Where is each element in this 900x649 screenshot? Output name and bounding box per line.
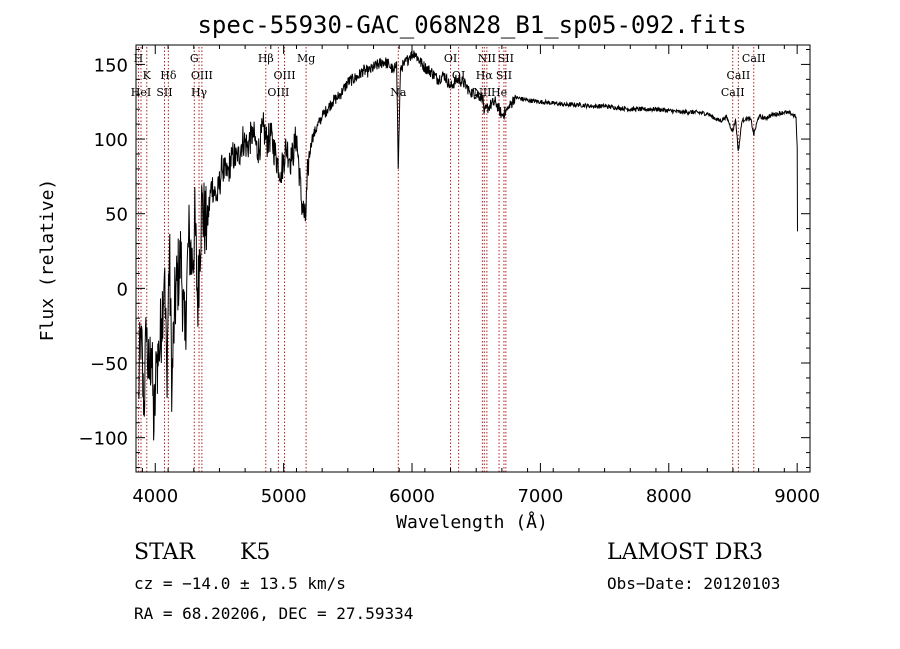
spectrum-line (138, 50, 798, 441)
plot-frame (135, 44, 811, 473)
observation-date: Obs−Date: 20120103 (607, 574, 780, 593)
spectral-line-label: Na (390, 86, 407, 99)
x-axis-label: Wavelength (Å) (396, 511, 548, 533)
coordinates: RA = 68.20206, DEC = 27.59334 (134, 604, 413, 623)
x-tick-label: 7000 (517, 486, 563, 507)
spectral-line-label: He (491, 86, 507, 99)
spectral-line-label: H (134, 52, 144, 65)
spectral-line-label: Hδ (160, 69, 177, 82)
x-tick-label: 9000 (774, 486, 820, 507)
spectral-line-label: Hβ (258, 52, 274, 65)
spectral-line-label: NII (478, 52, 496, 65)
redshift-velocity: cz = −14.0 ± 13.5 km/s (134, 574, 346, 593)
spectral-line-label: CaII (721, 86, 745, 99)
object-type: STAR (134, 540, 196, 565)
y-tick-label: −50 (90, 354, 128, 375)
spectral-line-label: HeI (131, 86, 151, 99)
spectral-line-label: Hα (476, 69, 494, 82)
y-axis: −100 −50 0 50 100 150 (79, 48, 810, 469)
y-tick-label: 0 (117, 279, 128, 300)
spectral-line-label: CaII (742, 52, 766, 65)
spectral-line-label: OIII (267, 86, 289, 99)
spectral-line-label: Mg (297, 52, 315, 65)
spectral-line-label: SII (156, 86, 172, 99)
x-tick-label: 8000 (646, 486, 692, 507)
spectral-line-label: CaII (727, 69, 751, 82)
survey-name: LAMOST DR3 (607, 540, 763, 565)
object-subclass: K5 (240, 540, 270, 565)
spectral-line-label: OIII (191, 69, 213, 82)
y-tick-label: 150 (94, 55, 128, 76)
x-tick-label: 4000 (132, 486, 178, 507)
spectral-line-label: SII (496, 69, 512, 82)
y-axis-label: Flux (relative) (37, 179, 58, 342)
y-tick-label: 50 (105, 205, 128, 226)
spectral-line-label: G (190, 52, 199, 65)
x-tick-label: 6000 (389, 486, 435, 507)
spectral-line-label: SII (498, 52, 514, 65)
x-tick-label: 5000 (261, 486, 307, 507)
x-axis: 4000 5000 6000 7000 8000 9000 (132, 45, 820, 507)
spectral-line-label: Hγ (191, 86, 208, 99)
y-tick-label: −100 (79, 429, 128, 450)
y-tick-label: 100 (94, 130, 128, 151)
spectral-line-labels: HHeIKSIIHδGHγOIIIHβOIIIOIIIMgNaOIOINIIHα… (131, 52, 766, 99)
spectral-line-label: K (143, 69, 152, 82)
spectral-line-label: OIII (274, 69, 296, 82)
spectral-line-label: OI (444, 52, 457, 65)
chart-title: spec-55930-GAC_068N28_B1_sp05-092.fits (197, 11, 746, 39)
spectral-line-markers (137, 47, 755, 472)
